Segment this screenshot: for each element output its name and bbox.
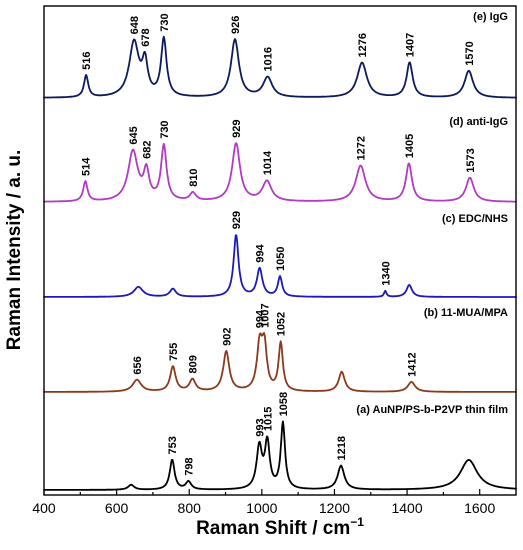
peak-label-b-11-mua-mpa-994: 994 [255,309,267,328]
x-axis-title-superscript: −1 [350,515,364,529]
x-axis-title-main: Raman Shift / cm [196,518,350,539]
peak-label-d-anti-igg-645: 645 [128,126,140,144]
y-axis-title: Raman Intensity / a. u. [4,150,25,351]
peak-label-a-aunp-ps-b-p2vp-thin-film-1015: 1015 [262,407,274,431]
peak-label-b-11-mua-mpa-902: 902 [221,328,233,346]
x-axis-ticks [43,489,481,495]
x-tick-label-1600: 1600 [464,500,495,516]
spectrum-c-edc-nhs [43,234,517,298]
peak-label-d-anti-igg-810: 810 [188,168,200,186]
peak-label-d-anti-igg-682: 682 [141,141,153,159]
peak-label-b-11-mua-mpa-1052: 1052 [276,312,288,336]
peak-label-e-igg-1276: 1276 [357,33,369,57]
x-tick-label-600: 600 [105,500,129,516]
x-tick-label-1400: 1400 [391,500,422,516]
peak-label-b-11-mua-mpa-755: 755 [168,343,180,361]
peak-label-e-igg-1407: 1407 [405,33,417,57]
spectrum-e-igg [43,35,517,99]
peak-label-a-aunp-ps-b-p2vp-thin-film-1218: 1218 [336,436,348,460]
peak-label-b-11-mua-mpa-656: 656 [132,356,144,374]
peak-label-e-igg-516: 516 [81,52,93,70]
peak-label-e-igg-648: 648 [129,16,141,34]
peak-label-b-11-mua-mpa-809: 809 [188,355,200,373]
spectra-curves [43,35,517,491]
series-label-a-aunp-ps-b-p2vp-thin-film: (a) AuNP/PS-b-P2VP thin film [356,404,508,416]
plot-frame [43,5,517,496]
peak-label-e-igg-926: 926 [230,16,242,34]
x-tick-label-400: 400 [32,500,56,516]
peak-label-e-igg-1570: 1570 [464,41,476,65]
series-label-c-edc-nhs: (c) EDC/NHS [442,213,508,225]
peak-label-d-anti-igg-1573: 1573 [465,148,477,172]
peak-label-c-edc-nhs-929: 929 [231,211,243,229]
x-tick-label-800: 800 [178,500,202,516]
spectrum-d-anti-igg [43,142,517,203]
peak-label-d-anti-igg-929: 929 [231,120,243,138]
peak-label-d-anti-igg-1272: 1272 [356,136,368,160]
peak-label-c-edc-nhs-1340: 1340 [380,261,392,285]
peak-label-e-igg-678: 678 [140,28,152,46]
peak-label-a-aunp-ps-b-p2vp-thin-film-993: 993 [254,418,266,436]
peak-label-b-11-mua-mpa-1412: 1412 [406,352,418,376]
peak-label-d-anti-igg-514: 514 [80,157,92,176]
spectrum-b-11-mua-mpa [43,332,517,393]
peak-label-b-11-mua-mpa-1007: 1007 [259,303,271,327]
x-axis-title: Raman Shift / cm−1 [196,515,364,539]
peak-label-a-aunp-ps-b-p2vp-thin-film-753: 753 [167,436,179,454]
peak-label-d-anti-igg-1405: 1405 [404,134,416,158]
peak-label-c-edc-nhs-1050: 1050 [275,247,287,271]
series-label-d-anti-igg: (d) anti-IgG [449,116,508,128]
peak-label-e-igg-1016: 1016 [263,47,275,71]
x-axis-tick-labels: 400 600 800 1000 1200 1400 1600 [32,500,495,516]
peak-label-d-anti-igg-730: 730 [159,120,171,138]
peak-label-a-aunp-ps-b-p2vp-thin-film-798: 798 [184,457,196,475]
x-tick-label-1000: 1000 [246,500,277,516]
peak-label-a-aunp-ps-b-p2vp-thin-film-1058: 1058 [278,392,290,416]
series-labels: (e) IgG (d) anti-IgG (c) EDC/NHS (b) 11-MUA… [356,11,508,416]
peak-label-c-edc-nhs-994: 994 [255,243,267,262]
peak-label-d-anti-igg-1014: 1014 [262,150,274,175]
spectrum-a-aunp-ps-b-p2vp-thin-film [43,420,517,491]
peak-label-e-igg-730: 730 [159,13,171,31]
series-label-b-11-mua-mpa: (b) 11-MUA/MPA [424,307,508,319]
series-label-e-igg: (e) IgG [473,11,508,23]
x-tick-label-1200: 1200 [319,500,350,516]
